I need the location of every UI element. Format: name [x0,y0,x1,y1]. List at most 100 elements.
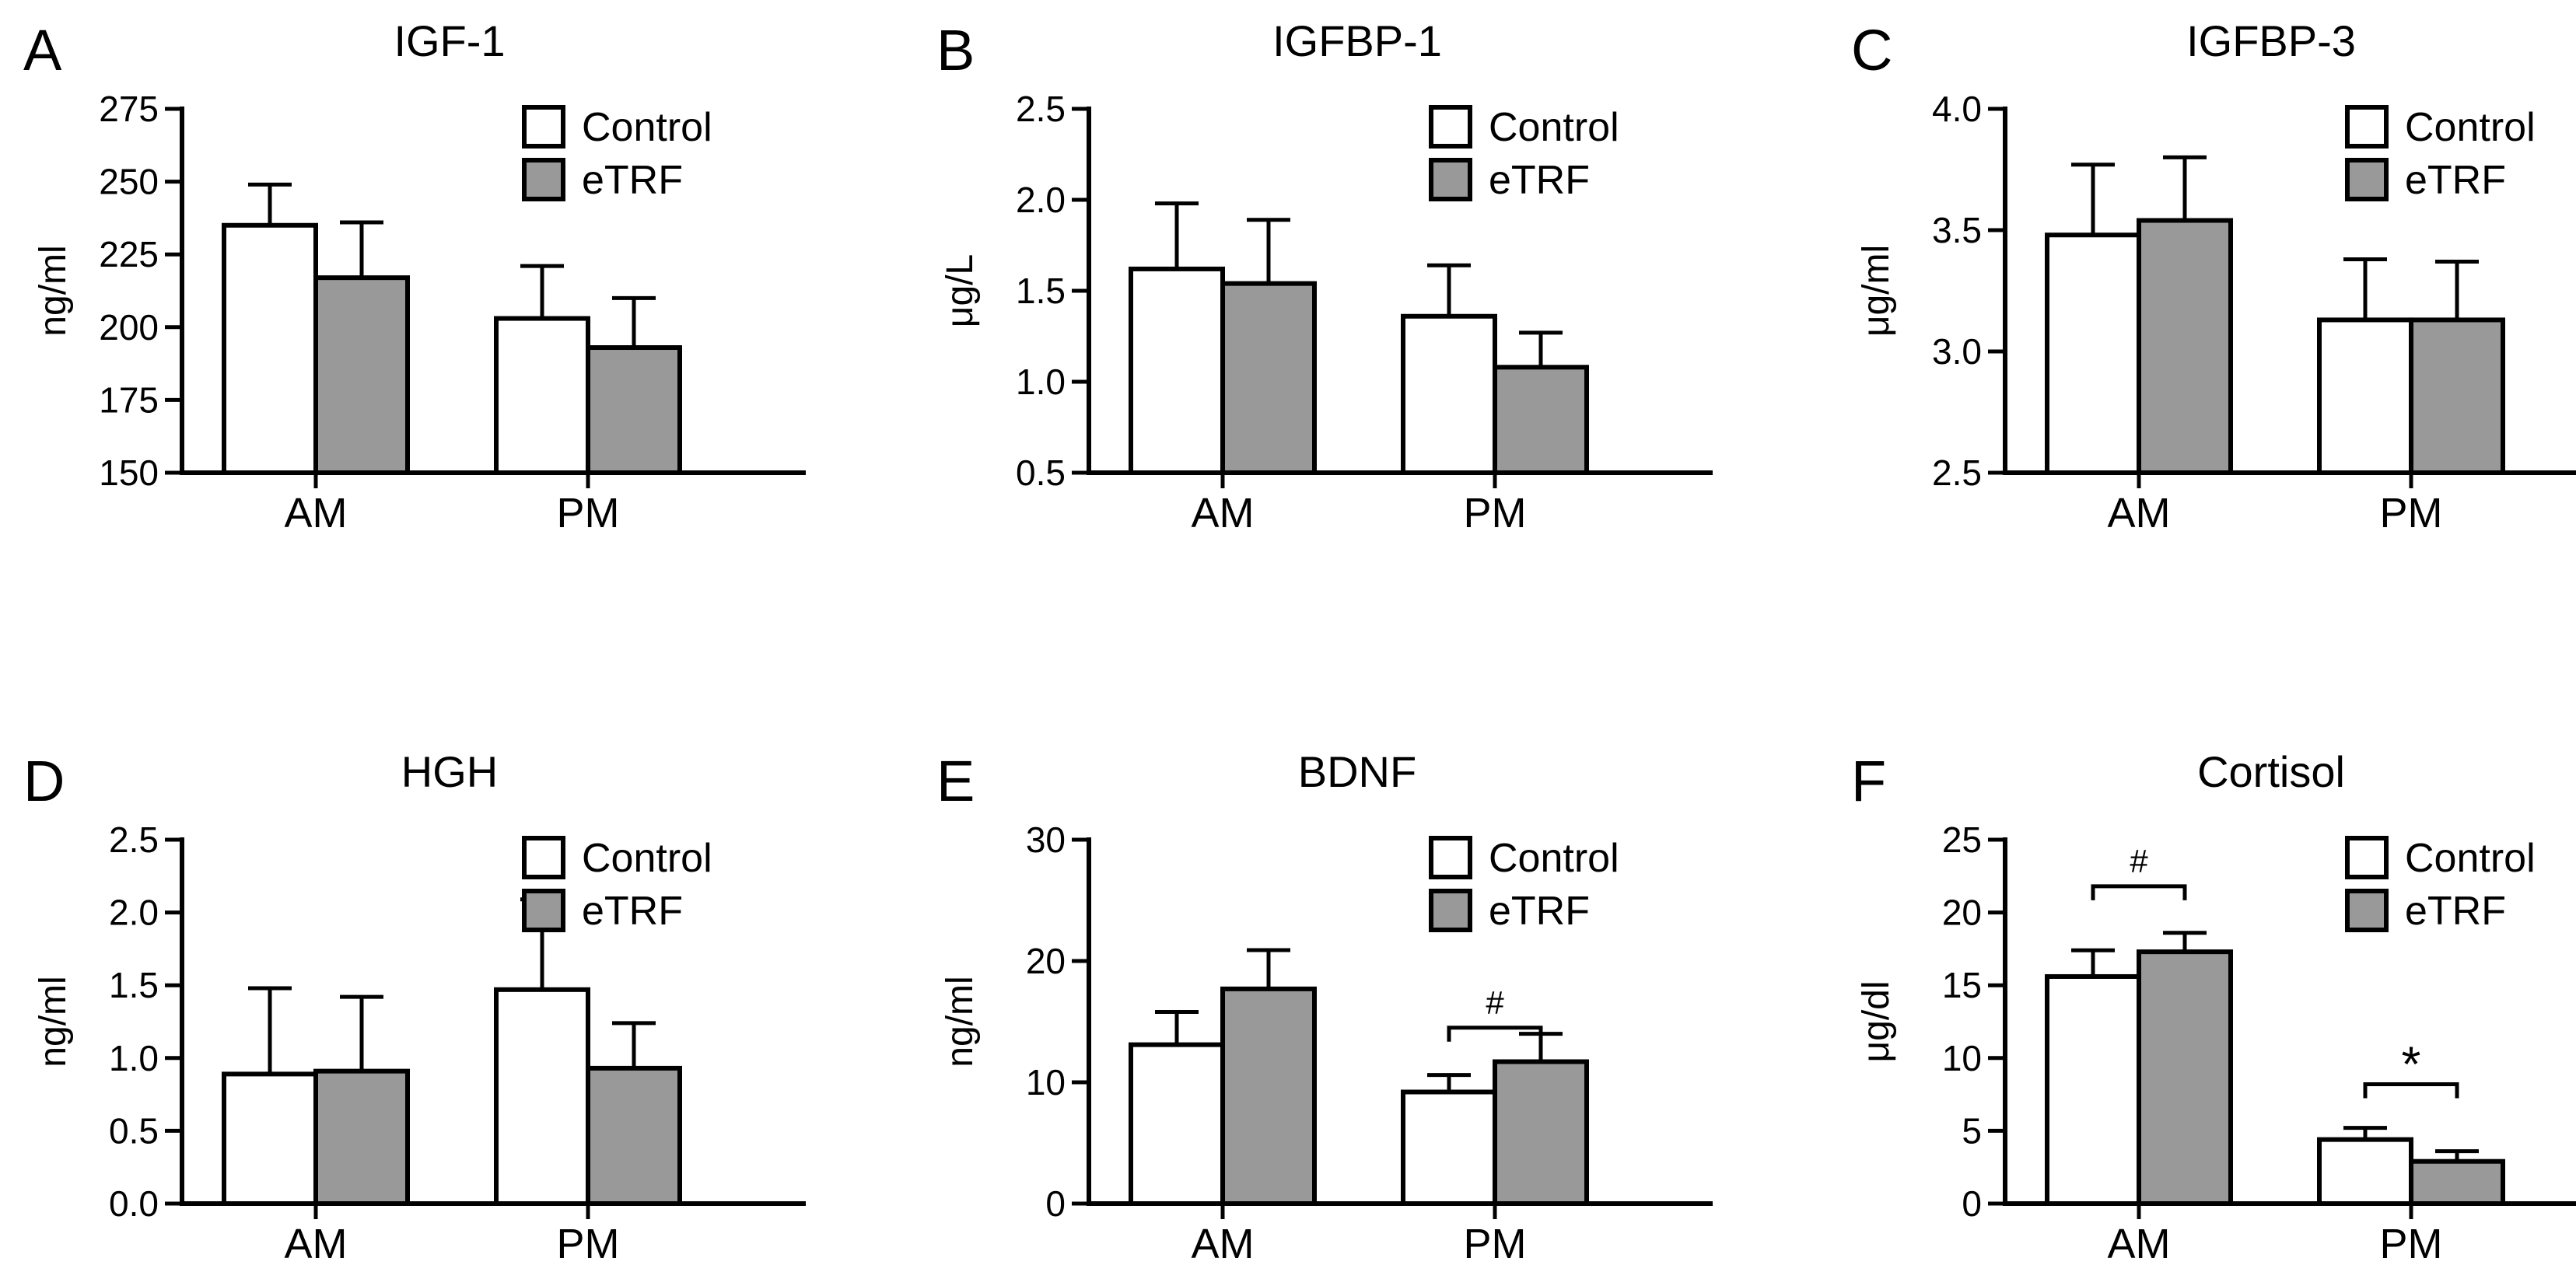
y-tick-label: 20 [1942,893,1982,933]
panel-d: D HGH ng/ml AM PM 0.0 0.5 1.0 1.5 2.0 2.5 Control eT… [23,747,806,1267]
panel-letter: F [1851,749,1886,813]
legend-swatch-control [522,836,565,879]
y-tick-label: 0 [1962,1183,1982,1224]
legend-label-control: Control [1489,105,1619,150]
y-tick-label: 2.5 [109,819,159,860]
bar-etrf-am [1220,986,1317,1206]
bar-etrf-am [313,275,410,476]
legend-label-etrf: eTRF [2405,889,2506,934]
y-tick-label: 4.0 [1932,89,1982,129]
y-tick-label: 15 [1942,965,1982,1005]
y-tick-label: 150 [99,453,159,493]
panel-letter: E [936,749,975,813]
panel-f: F Cortisol μg/dl AM PM 0 5 10 15 20 25 # * Control eTR… [1851,747,2576,1267]
bar-control-pm [2317,317,2413,475]
bar-control-am [2045,232,2141,475]
y-tick-label: 30 [1026,819,1066,860]
legend-swatch-etrf [522,158,565,201]
panel-e: E BDNF ng/ml AM PM 0 10 20 30 # Control eTRF [936,747,1713,1267]
y-tick-label: 1.0 [109,1038,159,1078]
legend-label-control: Control [582,836,712,881]
legend-label-control: Control [582,105,712,150]
y-tick-label: 0.5 [109,1110,159,1151]
y-tick-label: 200 [99,307,159,348]
y-axis-title: μg/ml [1856,245,1897,337]
significance-bracket [1447,1026,1543,1042]
bar-etrf-am [2137,218,2233,475]
x-tick-label: AM [285,490,348,536]
bar-control-pm [1401,313,1497,476]
chart-title: IGFBP-1 [1272,16,1442,65]
y-tick-label: 0.0 [109,1183,159,1224]
legend-label-etrf: eTRF [1489,158,1590,203]
y-tick-label: 0 [1045,1183,1066,1224]
y-tick-label: 25 [1942,819,1982,860]
x-tick-label: AM [2108,490,2171,536]
bar-etrf-pm [2409,317,2505,475]
significance-label: * [2402,1036,2421,1092]
legend-swatch-etrf [1429,889,1472,932]
bar-etrf-am [1220,281,1317,476]
panel-b: B IGFBP-1 μg/L AM PM 0.5 1.0 1.5 2.0 2.5 Control eT… [936,16,1713,536]
y-tick-label: 1.5 [1016,271,1066,311]
x-tick-label: PM [1464,490,1527,536]
bar-control-am [1129,266,1225,475]
y-tick-label: 2.0 [109,893,159,933]
y-axis-title: ng/ml [33,976,74,1067]
panel-letter: B [936,18,975,82]
y-tick-label: 2.5 [1932,453,1982,493]
x-tick-label: AM [2108,1221,2171,1267]
panel-c: C IGFBP-3 μg/ml AM PM 2.5 3.0 3.5 4.0 Control eTRF [1851,16,2576,536]
legend-swatch-etrf [2345,889,2389,932]
x-tick-label: AM [1192,490,1255,536]
panel-letter: C [1851,18,1892,82]
y-tick-label: 3.0 [1932,331,1982,372]
bar-etrf-pm [586,1065,682,1207]
bar-etrf-am [2137,949,2233,1207]
y-tick-label: 10 [1942,1038,1982,1078]
bar-etrf-am [313,1068,410,1206]
x-tick-label: PM [2380,1221,2443,1267]
significance-bracket [2091,884,2187,900]
legend-label-etrf: eTRF [2405,158,2506,203]
legend-swatch-control [2345,105,2389,149]
chart-title: Cortisol [2197,747,2345,796]
legend-swatch-etrf [1429,158,1472,201]
legend-swatch-etrf [522,889,565,932]
y-axis-title: ng/ml [940,976,981,1067]
legend-swatch-control [1429,105,1472,149]
chart-title: HGH [401,747,498,796]
significance-bracket [2363,1082,2459,1099]
legend-swatch-control [2345,836,2389,879]
x-tick-label: PM [557,1221,620,1267]
y-tick-label: 275 [99,89,159,129]
bar-control-am [1129,1042,1225,1207]
bar-control-pm [494,987,590,1207]
y-tick-label: 20 [1026,941,1066,981]
legend-label-etrf: eTRF [1489,889,1590,934]
bar-control-am [2045,973,2141,1207]
y-tick-label: 1.0 [1016,362,1066,402]
y-tick-label: 0.5 [1016,453,1066,493]
y-tick-label: 2.5 [1016,89,1066,129]
panel-a: A IGF-1 ng/ml AM PM 150 175 200 225 250 275 Control… [23,16,806,536]
y-tick-label: 175 [99,379,159,420]
bar-control-am [222,222,318,475]
panel-letter: D [23,749,65,813]
y-tick-label: 1.5 [109,965,159,1005]
legend-swatch-control [1429,836,1472,879]
panel-letter: A [23,18,62,82]
chart-title: BDNF [1298,747,1416,796]
y-tick-label: 250 [99,162,159,202]
legend-label-control: Control [1489,836,1619,881]
significance-label: # [2130,843,2148,879]
y-axis-title: μg/L [940,254,981,327]
y-axis-title: ng/ml [33,245,74,336]
x-tick-label: PM [557,490,620,536]
y-tick-label: 10 [1026,1062,1066,1103]
legend-swatch-etrf [2345,158,2389,201]
bar-etrf-pm [1493,1059,1589,1206]
x-tick-label: PM [1464,1221,1527,1267]
x-tick-label: PM [2380,490,2443,536]
